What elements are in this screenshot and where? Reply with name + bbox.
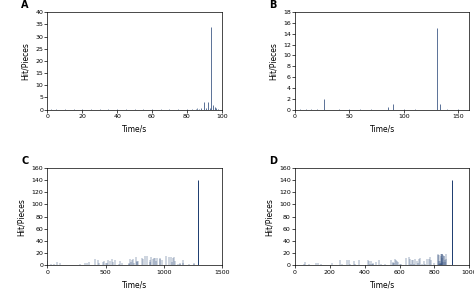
Text: C: C (21, 156, 28, 166)
Y-axis label: Hit/Pieces: Hit/Pieces (21, 42, 30, 80)
X-axis label: Time/s: Time/s (122, 124, 147, 133)
Text: B: B (269, 0, 276, 10)
Y-axis label: Hit/Pieces: Hit/Pieces (264, 198, 273, 235)
X-axis label: Time/s: Time/s (122, 280, 147, 289)
X-axis label: Time/s: Time/s (369, 280, 395, 289)
Text: A: A (21, 0, 29, 10)
Text: D: D (269, 156, 277, 166)
Y-axis label: Hit/Pieces: Hit/Pieces (268, 42, 277, 80)
Y-axis label: Hit/Pieces: Hit/Pieces (17, 198, 26, 235)
X-axis label: Time/s: Time/s (369, 124, 395, 133)
